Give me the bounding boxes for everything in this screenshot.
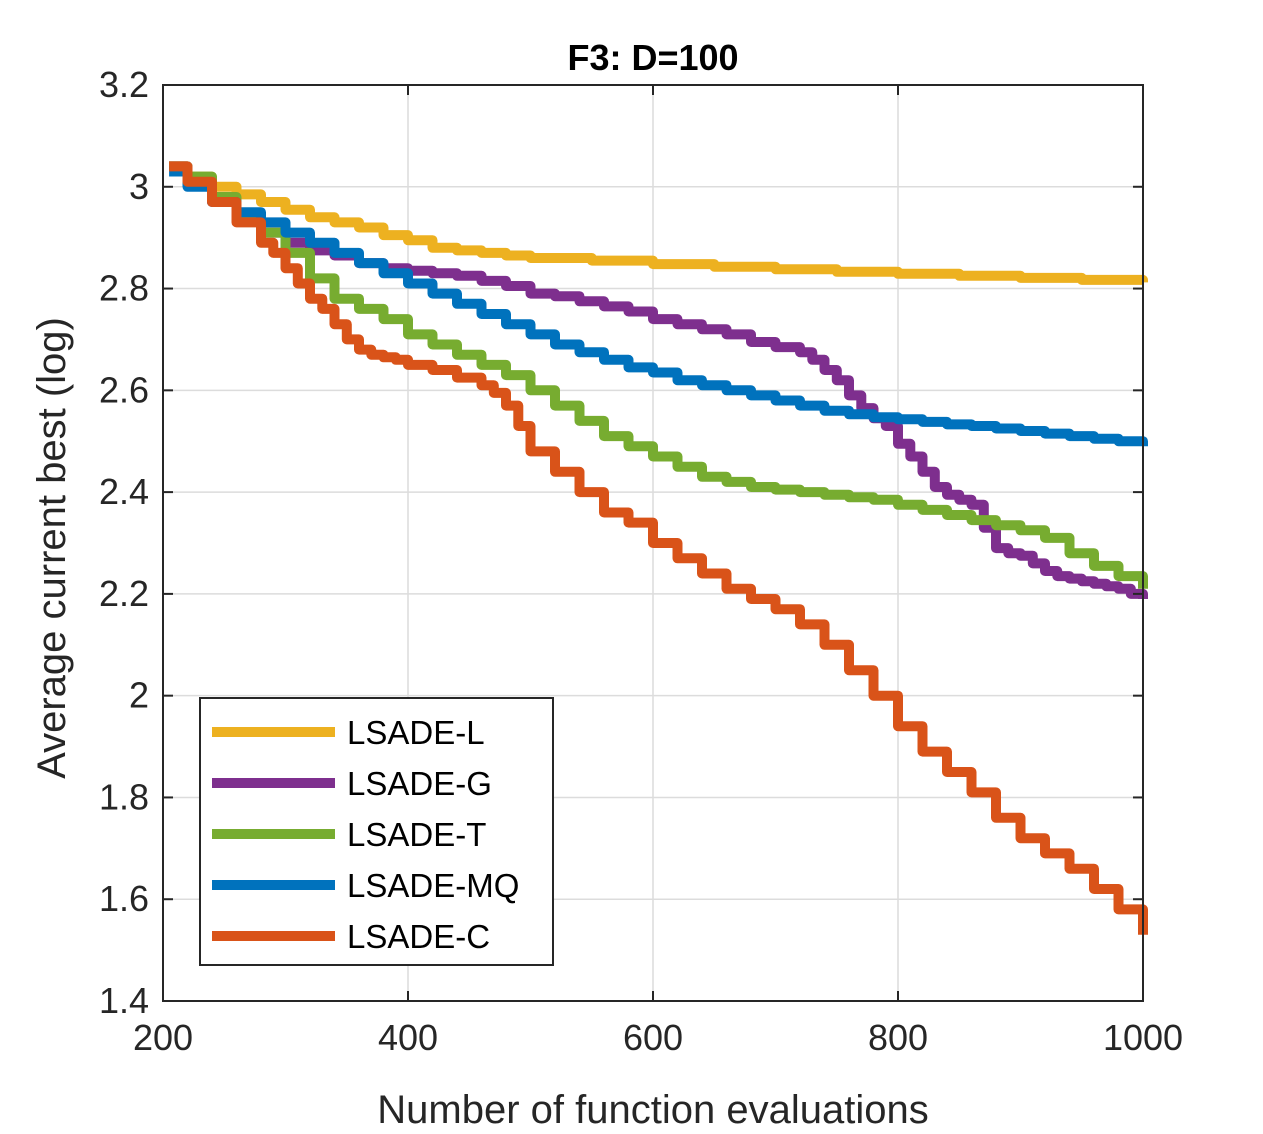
series-layer [169, 161, 1148, 935]
x-axis-label: Number of function evaluations [377, 1088, 928, 1132]
y-tick-label: 1.4 [99, 980, 149, 1021]
x-tick-label: 600 [623, 1017, 683, 1058]
y-tick-label: 2 [129, 675, 149, 716]
series-line-lsade-c [169, 161, 1148, 935]
y-tick-label: 2.8 [99, 268, 149, 309]
y-tick-label: 2.4 [99, 471, 149, 512]
ticks: 200 400 600 800 1000 1.4 1.6 1.8 2 2.2 2.4 2.6 2.8 3 3… [99, 64, 1183, 1058]
y-tick-label: 3 [129, 166, 149, 207]
legend-label-lsade-c: LSADE-C [347, 918, 490, 955]
x-tick-label: 200 [133, 1017, 193, 1058]
legend-label-lsade-l: LSADE-L [347, 714, 485, 751]
series-line-lsade-l [169, 161, 1148, 285]
legend-label-lsade-mq: LSADE-MQ [347, 867, 519, 904]
legend-label-lsade-t: LSADE-T [347, 816, 486, 853]
y-tick-label: 2.6 [99, 369, 149, 410]
x-tick-label: 1000 [1103, 1017, 1183, 1058]
legend: LSADE-L LSADE-G LSADE-T LSADE-MQ LSADE-C [199, 697, 554, 966]
series-line-lsade-mq [169, 166, 1148, 447]
y-tick-label: 1.8 [99, 776, 149, 817]
x-tick-label: 400 [378, 1017, 438, 1058]
y-tick-label: 2.2 [99, 573, 149, 614]
chart-title: F3: D=100 [567, 37, 738, 78]
series-line-lsade-t [169, 161, 1148, 589]
y-tick-label: 1.6 [99, 878, 149, 919]
legend-label-lsade-g: LSADE-G [347, 765, 492, 802]
y-tick-label: 3.2 [99, 64, 149, 105]
y-axis-label: Average current best (log) [30, 317, 74, 779]
x-tick-label: 800 [868, 1017, 928, 1058]
